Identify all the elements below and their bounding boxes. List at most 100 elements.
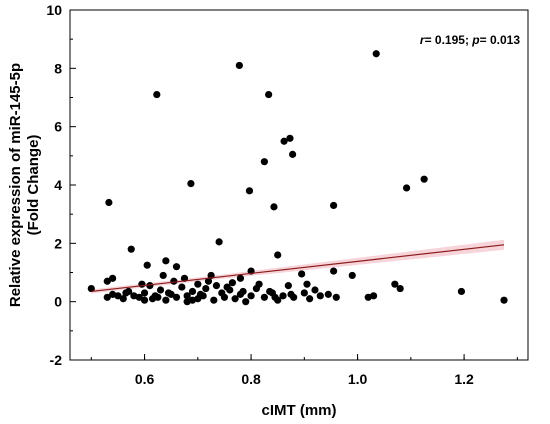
data-point <box>187 179 195 188</box>
data-point <box>143 261 151 269</box>
p-symbol: p <box>471 33 479 47</box>
data-point <box>162 257 170 265</box>
data-point <box>266 287 274 296</box>
data-point <box>156 286 165 294</box>
data-point <box>330 267 338 275</box>
x-tick-label: 1.2 <box>454 371 474 387</box>
data-point <box>172 293 181 301</box>
y-tick-label: 6 <box>54 119 62 135</box>
data-point <box>306 295 314 303</box>
data-point <box>289 150 297 158</box>
x-tick-label: 1.0 <box>348 371 368 387</box>
data-point <box>153 90 161 99</box>
data-point <box>154 293 162 301</box>
data-point <box>348 271 356 280</box>
data-point <box>140 296 149 304</box>
data-point <box>220 293 229 301</box>
r-value: = 0.195; <box>425 33 473 47</box>
y-tick-label: 0 <box>54 294 62 310</box>
data-point <box>286 134 294 142</box>
data-point <box>138 280 146 288</box>
data-point <box>311 286 319 294</box>
data-point <box>105 198 113 207</box>
data-point <box>103 277 111 285</box>
x-tick-label: 0.8 <box>241 371 261 387</box>
data-point <box>284 282 292 290</box>
data-point <box>122 289 130 297</box>
data-point <box>369 292 378 300</box>
data-point <box>270 203 278 211</box>
data-point <box>114 292 122 300</box>
data-point <box>135 293 143 301</box>
data-point <box>194 280 202 288</box>
data-point <box>271 293 279 301</box>
data-point <box>372 50 380 58</box>
data-point <box>170 277 178 285</box>
p-value: = 0.013 <box>480 33 521 47</box>
data-point <box>159 271 167 280</box>
data-point <box>287 290 295 298</box>
data-point <box>260 158 268 166</box>
regression-line <box>91 244 505 293</box>
data-point <box>188 287 197 296</box>
data-point <box>280 137 288 145</box>
data-point <box>236 274 245 282</box>
data-point <box>396 284 404 293</box>
data-point <box>162 296 170 304</box>
data-point <box>172 263 181 271</box>
x-axis-title: cIMT (mm) <box>262 402 337 419</box>
data-point <box>279 292 287 300</box>
data-point <box>109 274 117 282</box>
data-point <box>164 289 173 297</box>
data-point <box>87 284 95 293</box>
data-point <box>247 292 255 300</box>
data-point <box>274 251 282 259</box>
data-point <box>188 296 197 304</box>
data-point <box>183 292 191 300</box>
data-point <box>324 290 332 298</box>
data-point <box>202 284 210 293</box>
plot-frame <box>69 9 529 361</box>
data-point <box>210 296 218 304</box>
data-point <box>298 270 306 278</box>
data-point <box>391 280 399 288</box>
data-point <box>204 277 213 285</box>
data-point <box>228 279 237 287</box>
data-point <box>231 295 239 303</box>
data-point <box>242 298 250 306</box>
r-symbol: r <box>420 33 426 47</box>
data-point <box>316 292 324 300</box>
correlation-annotation: r= 0.195; p= 0.013 <box>420 33 520 47</box>
x-tick-label: 0.6 <box>135 371 155 387</box>
data-point <box>119 295 127 303</box>
data-point <box>457 287 466 296</box>
data-point <box>140 289 149 297</box>
data-point <box>420 175 428 183</box>
y-tick-label: 10 <box>46 2 62 18</box>
y-tick-label: 8 <box>54 60 62 76</box>
data-point <box>332 293 340 301</box>
data-point <box>402 184 411 192</box>
tick-labels: 0.6 0.8 1.0 1.2 -2 0 2 4 6 8 10 <box>46 2 474 387</box>
data-point <box>212 282 221 290</box>
data-point <box>245 187 254 195</box>
data-point <box>223 283 231 291</box>
data-point <box>103 293 111 301</box>
y-tick-label: 2 <box>54 235 62 251</box>
data-point <box>300 289 308 297</box>
data-point <box>303 280 311 288</box>
y-tick-label: 4 <box>54 177 62 193</box>
data-point <box>239 287 247 296</box>
data-point <box>146 282 154 290</box>
data-point <box>215 238 223 246</box>
data-point <box>255 280 263 288</box>
y-axis-title: Relative expression of miR-145-5p <box>7 63 24 307</box>
data-point <box>500 296 508 304</box>
data-point <box>260 293 268 301</box>
data-point <box>235 61 243 70</box>
data-points <box>87 50 508 306</box>
y-axis-title-unit: (Fold Change) <box>25 135 42 236</box>
data-point <box>265 90 273 99</box>
data-point <box>178 283 186 291</box>
